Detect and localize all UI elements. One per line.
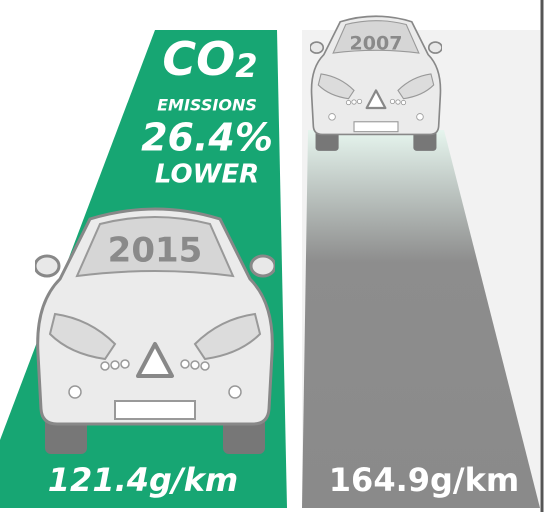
- road: [302, 130, 540, 508]
- year-2007: 2007: [350, 33, 403, 55]
- emissions-2015: 121.4g/km: [48, 461, 238, 499]
- co2-title: CO2: [162, 32, 257, 86]
- emissions-label: EMISSIONS: [157, 96, 257, 115]
- emissions-2007: 164.9g/km: [329, 461, 519, 499]
- co2-subscript: 2: [235, 47, 257, 85]
- co2-label: CO: [162, 32, 235, 86]
- reduction: 26.4%: [141, 116, 273, 160]
- year-2015: 2015: [108, 231, 203, 271]
- lower-label: LOWER: [155, 160, 259, 190]
